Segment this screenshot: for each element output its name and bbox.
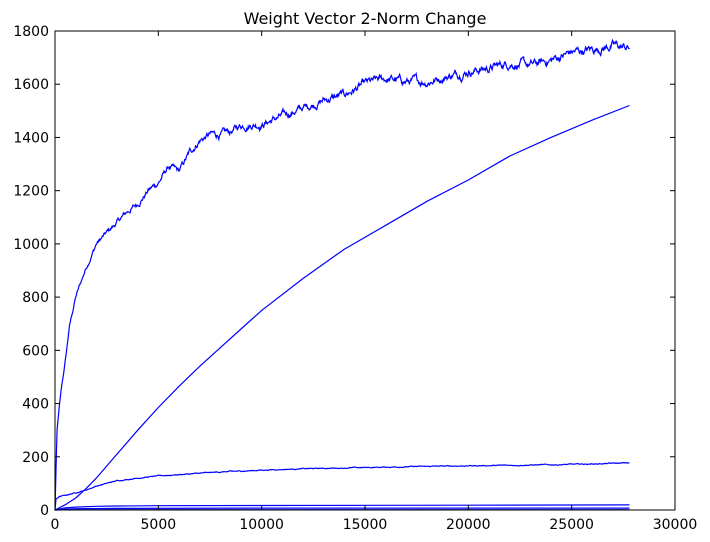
x-tick-label: 5000: [141, 517, 177, 533]
line-series-flat-1: [54, 504, 630, 511]
line-series-low: [54, 461, 630, 511]
y-tick-label: 1200: [13, 184, 49, 200]
x-tick-label: 10000: [239, 517, 284, 533]
y-tick-label: 0: [40, 503, 49, 519]
line-series-smooth: [54, 104, 630, 511]
y-tick-label: 800: [22, 290, 49, 306]
y-tick-label: 1400: [13, 130, 49, 146]
y-tick-label: 200: [22, 450, 49, 466]
chart-title: Weight Vector 2-Norm Change: [244, 9, 487, 28]
y-tick-label: 400: [22, 397, 49, 413]
plot-frame: [54, 30, 676, 511]
y-tick-label: 1600: [13, 77, 49, 93]
y-tick-label: 1800: [13, 24, 49, 40]
y-tick-label: 1000: [13, 237, 49, 253]
x-tick-label: 20000: [446, 517, 491, 533]
line-series-noisy-top: [54, 38, 630, 511]
axis-ticks: 0 5000 10000 15000 20000 25000 30000 0 200 400 600…: [13, 24, 697, 533]
y-tick-label: 600: [22, 343, 49, 359]
x-tick-label: 15000: [343, 517, 388, 533]
x-tick-label: 30000: [653, 517, 698, 533]
x-tick-label: 0: [51, 517, 60, 533]
plot-lines: [54, 38, 630, 511]
x-tick-label: 25000: [549, 517, 594, 533]
